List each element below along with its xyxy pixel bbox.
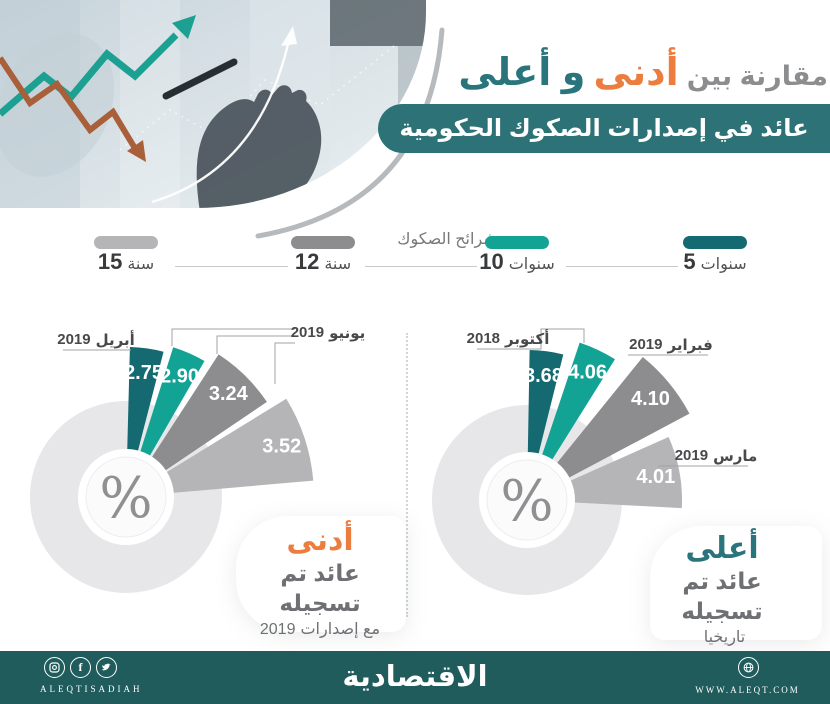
- callout-february-2019: 2019 فبراير: [629, 336, 713, 354]
- legend-divider-line: [566, 266, 678, 267]
- wedge-value-label: 4.06: [568, 362, 607, 384]
- highest-caption-card: [650, 526, 822, 640]
- legend-num: 15: [97, 249, 123, 274]
- percent-symbol: %: [500, 469, 553, 534]
- callout-month: مارس: [713, 448, 758, 465]
- title-highest-word: و أعلى: [458, 52, 586, 94]
- legend-swatch-10y: [485, 236, 549, 249]
- callout-april-2019: 2019 أبريل: [57, 331, 135, 349]
- caption-line2-word: مع إصدارات: [300, 621, 381, 638]
- donut-hole-inner: [85, 456, 167, 538]
- pen-icon: [162, 58, 238, 100]
- highest-caption: أعلى عائد تم تسجيله تاريخيا: [642, 532, 802, 650]
- callout-march-2019: 2019 مارس: [675, 447, 758, 465]
- stock-market-photo-illustration: [0, 0, 426, 208]
- legend-divider-line: [365, 266, 477, 267]
- caption-line1: عائد تم تسجيله: [279, 560, 361, 616]
- wedge-12 سنة: [139, 354, 267, 484]
- legend-word: سنوات: [700, 256, 747, 273]
- title-lowest-word: أدنى: [593, 52, 679, 94]
- legend-label-12y: 12 سنة: [286, 249, 360, 275]
- caption-headline: أدنى: [286, 524, 354, 557]
- dotted-chart-line: [119, 44, 396, 151]
- percent-symbol: %: [99, 466, 152, 531]
- footer-brand-latin: ALEQTISADIAH: [40, 684, 143, 694]
- lowest-yield-fan-chart: % 2.752.90 3.24 3.52: [30, 347, 314, 593]
- legend-divider-line: [175, 266, 288, 267]
- callout-month: أبريل: [95, 332, 135, 349]
- callout-year: 2019: [674, 447, 709, 464]
- callout-month: يونيو: [329, 325, 366, 342]
- footer-website[interactable]: WWW.ALEQT.COM: [695, 685, 800, 695]
- legend-num: 5: [683, 249, 696, 274]
- callout-month: فبراير: [667, 337, 713, 354]
- callout-month: أكتوبر: [505, 331, 550, 348]
- legend-word: سنة: [127, 256, 155, 273]
- caption-line2: تاريخيا: [642, 626, 802, 650]
- wedge-value-label: 3.68: [524, 365, 563, 387]
- subtitle-banner: عائد في إصدارات الصكوك الحكومية: [378, 104, 830, 153]
- teal-arrowhead-icon: [172, 15, 196, 39]
- wedge-value-label: 2.90: [160, 365, 199, 387]
- white-growth-curve: [151, 43, 290, 204]
- wedge-12 سنة: [542, 357, 690, 489]
- legend-num: 10: [479, 249, 504, 274]
- legend-swatch-12y: [291, 236, 355, 249]
- hand-silhouette: [196, 85, 322, 208]
- charts-separator: [406, 333, 408, 617]
- wedge-value-label: 3.24: [209, 383, 249, 405]
- legend-label-10y: 10 سنوات: [478, 249, 556, 275]
- orange-arrowhead-icon: [127, 140, 146, 162]
- callout-october-2018: 2018 أكتوبر: [467, 330, 550, 348]
- subtitle-banner-text: عائد في إصدارات الصكوك الحكومية: [399, 115, 809, 142]
- caption-line2: 2019 مع إصدارات: [240, 618, 400, 642]
- globe-icon[interactable]: [738, 657, 759, 678]
- legend-word: سنة: [324, 256, 352, 273]
- page-title: مقارنة بين أدنى و أعلى: [458, 50, 828, 95]
- callout-year: 2018: [466, 330, 501, 347]
- legend-title: شرائح الصكوك: [397, 231, 497, 248]
- lowest-caption-card: [236, 516, 406, 632]
- callout-year: 2019: [290, 324, 325, 341]
- legend-num: 12: [294, 249, 320, 274]
- teal-uptrend-arrow: [0, 32, 179, 117]
- footer-brand-logo: الاقتصادية: [342, 661, 488, 693]
- faint-hand-shape: [0, 33, 115, 177]
- wedge-5 سنوات: [126, 347, 164, 474]
- caption-line1: عائد تم تسجيله: [681, 568, 763, 624]
- wedge-10 سنوات: [133, 347, 205, 477]
- lowest-caption: أدنى عائد تم تسجيله 2019 مع إصدارات: [240, 524, 400, 642]
- legend-swatch-5y: [683, 236, 747, 249]
- header-photo: [0, 0, 426, 208]
- title-prefix: مقارنة بين: [686, 61, 828, 91]
- wedge-value-label: 4.01: [636, 466, 675, 488]
- wedge-15 سنة: [548, 436, 682, 509]
- legend-swatch-15y: [94, 236, 158, 249]
- wedge-5 سنوات: [527, 350, 564, 477]
- facebook-icon[interactable]: f: [70, 657, 91, 678]
- highest-yield-fan-chart: % 3.68 4.06 4.10 4.01: [432, 342, 690, 595]
- laptop-screen-fragment: [330, 0, 426, 46]
- footer-bar: f: [0, 651, 830, 704]
- callout-year: 2019: [629, 336, 663, 353]
- twitter-icon[interactable]: [96, 657, 117, 678]
- donut-hole-inner: [486, 459, 568, 541]
- instagram-icon[interactable]: [44, 657, 65, 678]
- callout-june-2019: 2019 يونيو: [290, 324, 366, 342]
- white-arrowhead-icon: [281, 26, 297, 46]
- caption-headline: أعلى: [685, 532, 759, 565]
- wedge-value-label: 4.10: [631, 388, 670, 410]
- wedge-value-label: 3.52: [262, 436, 301, 458]
- callout-year: 2019: [57, 331, 91, 348]
- wedge-15 سنة: [146, 398, 314, 495]
- caption-line2-year: 2019: [259, 621, 296, 638]
- orange-downtrend-arrow: [0, 56, 139, 152]
- caption-line2-word: تاريخيا: [703, 629, 746, 646]
- legend-label-5y: 5 سنوات: [676, 249, 754, 275]
- legend-word: سنوات: [508, 256, 555, 273]
- wedge-10 سنوات: [534, 342, 615, 480]
- wedge-value-label: 2.75: [124, 362, 163, 384]
- legend-label-15y: 15 سنة: [89, 249, 163, 275]
